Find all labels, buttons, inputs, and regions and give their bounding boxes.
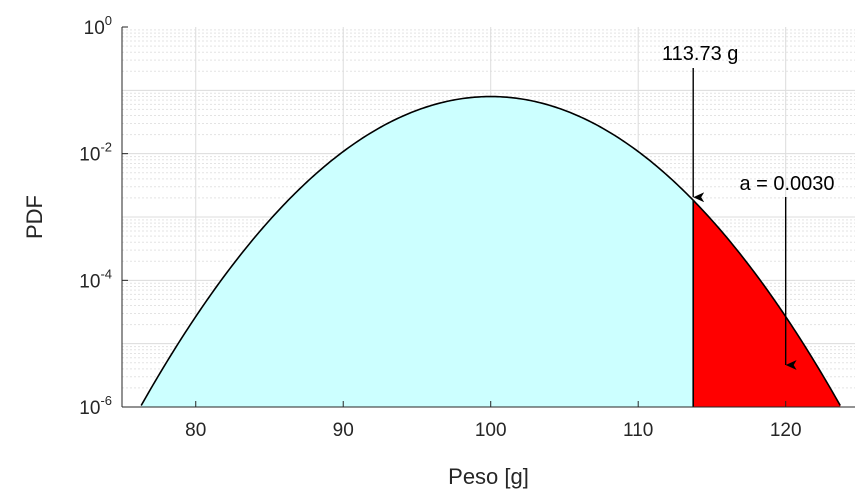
rejection-region <box>693 200 841 407</box>
y-tick-label: 100 <box>84 13 112 39</box>
tick-labels: 80 90 100 110 120 100 10-2 10-4 10-6 <box>79 13 801 441</box>
y-tick-label: 10-6 <box>79 393 112 419</box>
x-axis-label: Peso [g] <box>448 464 529 489</box>
pdf-curve <box>140 95 841 406</box>
x-tick-label: 90 <box>333 420 354 441</box>
y-tick-label: 10-4 <box>79 266 112 292</box>
x-tick-label: 100 <box>475 420 507 441</box>
alpha-annotation-label: a = 0.0030 <box>739 173 834 195</box>
acceptance-region <box>141 96 694 408</box>
y-axis-label: PDF <box>22 195 47 239</box>
axes <box>121 26 855 408</box>
x-tick-label: 120 <box>770 420 802 441</box>
annotations: 113.73 g a = 0.0030 <box>662 43 835 370</box>
threshold-annotation-label: 113.73 g <box>662 43 738 65</box>
pdf-area <box>140 95 841 408</box>
y-tick-label: 10-2 <box>79 140 112 166</box>
x-tick-label: 110 <box>623 420 653 441</box>
x-tick-label: 80 <box>185 420 206 441</box>
